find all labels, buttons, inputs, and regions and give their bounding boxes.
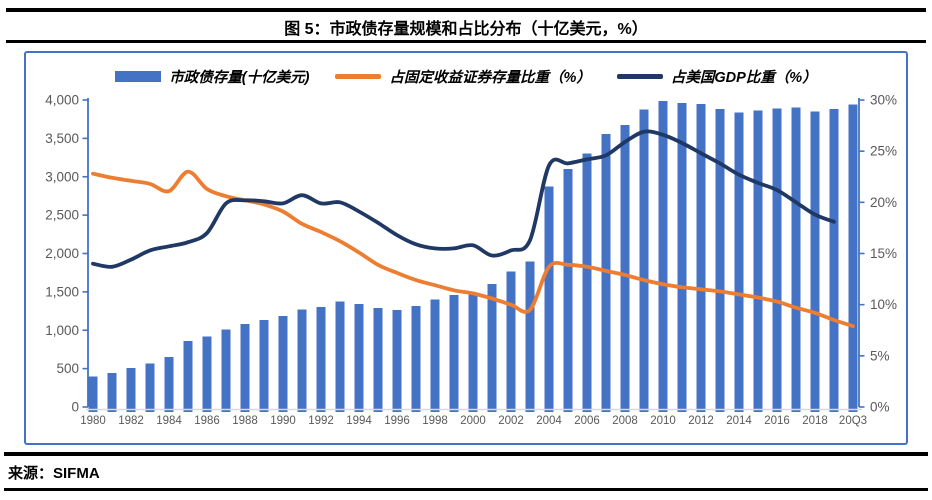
svg-text:20Q3: 20Q3	[839, 415, 867, 427]
source-divider	[4, 452, 928, 456]
svg-text:1984: 1984	[156, 415, 182, 427]
svg-text:1990: 1990	[270, 415, 296, 427]
svg-text:2014: 2014	[726, 415, 752, 427]
svg-text:20%: 20%	[870, 195, 897, 210]
svg-text:15%: 15%	[870, 246, 897, 261]
chart-panel: 0 500 1,000 1,500 2,000 2,500 3,000 3,500 4,000 0…	[24, 51, 908, 445]
svg-text:30%: 30%	[870, 93, 897, 108]
svg-text:1982: 1982	[118, 415, 144, 427]
svg-text:2012: 2012	[688, 415, 714, 427]
svg-text:1992: 1992	[308, 415, 334, 427]
svg-text:2008: 2008	[612, 415, 638, 427]
chart-title: 图 5：市政债存量规模和占比分布（十亿美元，%）	[284, 21, 648, 38]
svg-text:4,000: 4,000	[45, 93, 79, 108]
svg-text:2002: 2002	[498, 415, 524, 427]
bottom-divider	[4, 488, 928, 491]
svg-text:2018: 2018	[802, 415, 828, 427]
svg-text:3,500: 3,500	[45, 131, 79, 146]
svg-text:2016: 2016	[764, 415, 790, 427]
svg-text:0%: 0%	[870, 400, 890, 415]
svg-text:500: 500	[56, 361, 79, 376]
source-text: 来源：SIFMA	[8, 465, 100, 482]
svg-text:5%: 5%	[870, 348, 890, 363]
top-divider	[6, 8, 926, 12]
svg-text:1,000: 1,000	[45, 323, 79, 338]
svg-text:2,500: 2,500	[45, 208, 79, 223]
svg-text:2004: 2004	[536, 415, 562, 427]
svg-text:1980: 1980	[80, 415, 106, 427]
svg-text:1988: 1988	[232, 415, 258, 427]
svg-text:25%: 25%	[870, 144, 897, 159]
svg-text:1998: 1998	[422, 415, 448, 427]
title-divider	[6, 40, 926, 43]
svg-text:10%: 10%	[870, 297, 897, 312]
svg-text:1996: 1996	[384, 415, 410, 427]
svg-text:2006: 2006	[574, 415, 600, 427]
svg-text:2,000: 2,000	[45, 246, 79, 261]
svg-text:2010: 2010	[650, 415, 676, 427]
svg-text:0: 0	[71, 400, 79, 415]
chart-canvas: 0 500 1,000 1,500 2,000 2,500 3,000 3,500 4,000 0…	[45, 93, 897, 428]
svg-text:3,000: 3,000	[45, 169, 79, 184]
svg-text:1,500: 1,500	[45, 284, 79, 299]
svg-text:1994: 1994	[346, 415, 372, 427]
svg-text:1986: 1986	[194, 415, 220, 427]
svg-text:2000: 2000	[460, 415, 486, 427]
